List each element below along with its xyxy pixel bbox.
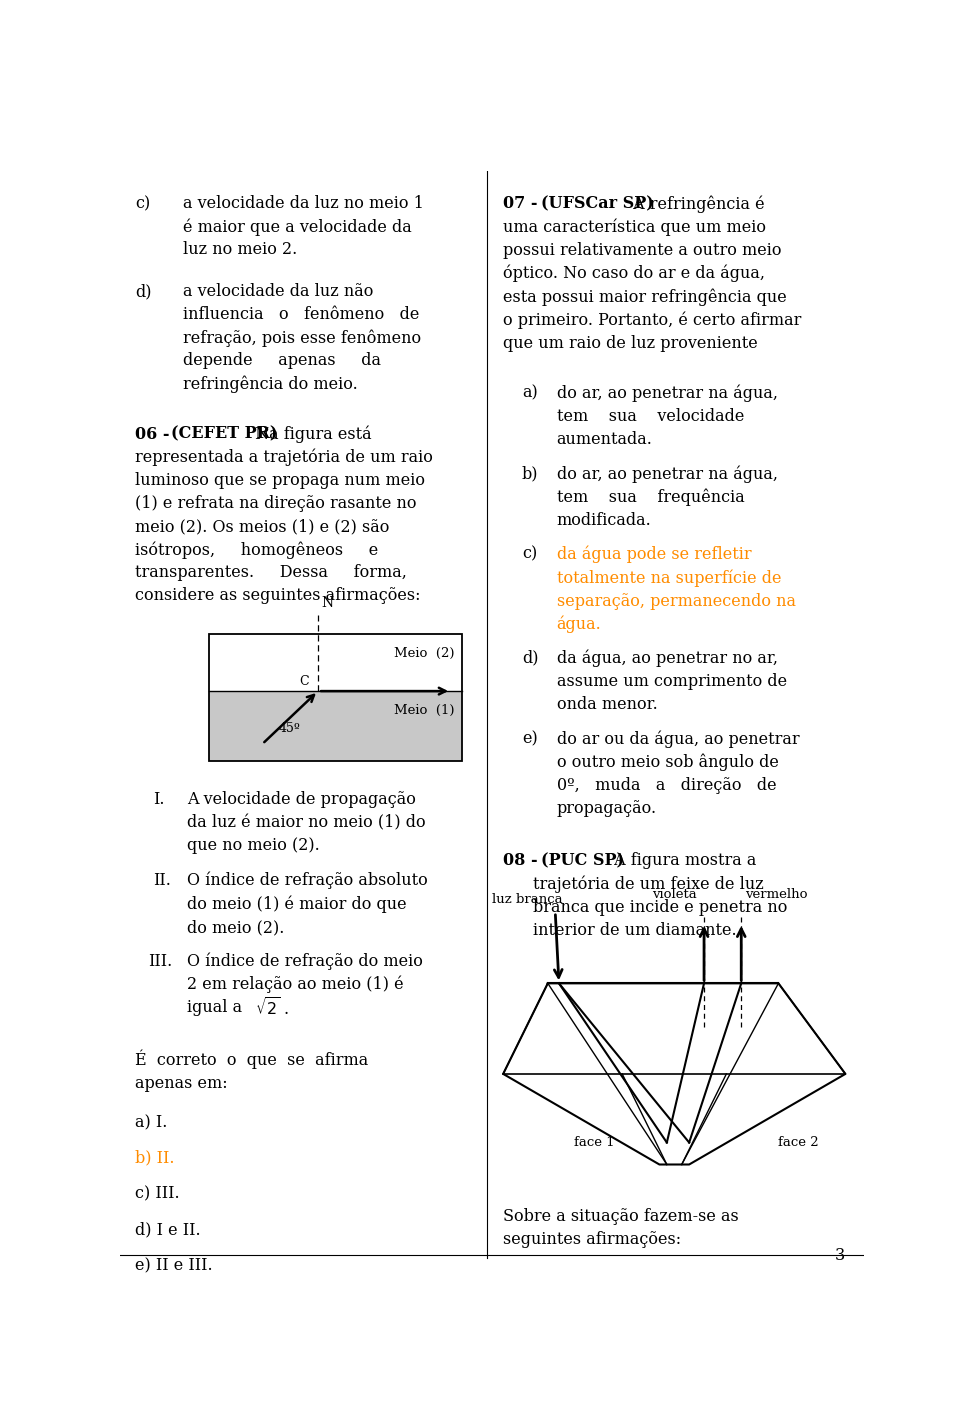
Text: depende     apenas     da: depende apenas da: [183, 352, 381, 369]
Text: N: N: [322, 596, 334, 610]
Text: luz branca: luz branca: [492, 894, 563, 907]
Text: influencia   o   fenômeno   de: influencia o fenômeno de: [183, 307, 420, 322]
Text: do ar, ao penetrar na água,
tem    sua    velocidade
aumentada.: do ar, ao penetrar na água, tem sua velo…: [557, 385, 778, 448]
Text: b) II.: b) II.: [134, 1149, 175, 1166]
Bar: [209, 635, 463, 760]
Text: (CEFET PR): (CEFET PR): [171, 426, 277, 443]
Text: Meio  (1): Meio (1): [395, 704, 455, 717]
Text: a velocidade da luz no meio 1: a velocidade da luz no meio 1: [183, 195, 424, 212]
Text: 08 -: 08 -: [503, 853, 543, 870]
Text: a): a): [522, 385, 538, 401]
Text: II.: II.: [154, 871, 171, 888]
Text: 2 em relação ao meio (1) é: 2 em relação ao meio (1) é: [187, 975, 403, 994]
Text: O índice de refração do meio: O índice de refração do meio: [187, 953, 422, 970]
Text: Meio  (2): Meio (2): [395, 647, 455, 660]
Text: d) I e II.: d) I e II.: [134, 1221, 201, 1238]
Text: face 2: face 2: [779, 1137, 819, 1149]
Text: vermelho: vermelho: [745, 888, 807, 901]
Text: III.: III.: [148, 953, 173, 970]
Text: uma característica que um meio
possui relativamente a outro meio
óptico. No caso: uma característica que um meio possui re…: [503, 218, 802, 352]
Bar: [209, 635, 463, 692]
Text: c): c): [522, 546, 537, 563]
Text: refringência do meio.: refringência do meio.: [183, 375, 358, 392]
Text: violeta: violeta: [652, 888, 697, 901]
Text: d): d): [134, 282, 152, 299]
Text: 07 -: 07 -: [503, 195, 543, 212]
Text: 45º: 45º: [278, 722, 300, 734]
Text: I.: I.: [154, 791, 165, 809]
Text: é maior que a velocidade da: é maior que a velocidade da: [183, 218, 412, 235]
Text: e) II e III.: e) II e III.: [134, 1258, 212, 1273]
Bar: [209, 692, 463, 760]
Text: (PUC SP): (PUC SP): [541, 853, 624, 870]
Text: b): b): [522, 465, 539, 482]
Text: do ar ou da água, ao penetrar
o outro meio sob ângulo de
0º,   muda   a   direçã: do ar ou da água, ao penetrar o outro me…: [557, 730, 800, 817]
Text: e): e): [522, 730, 538, 747]
Text: face 1: face 1: [574, 1137, 614, 1149]
Text: A figura mostra a: A figura mostra a: [609, 853, 756, 870]
Text: d): d): [522, 649, 539, 666]
Text: a velocidade da luz não: a velocidade da luz não: [183, 282, 373, 299]
Text: C: C: [300, 674, 309, 687]
Text: refração, pois esse fenômeno: refração, pois esse fenômeno: [183, 329, 421, 347]
Text: da água, ao penetrar no ar,
assume um comprimento de
onda menor.: da água, ao penetrar no ar, assume um co…: [557, 649, 787, 713]
Text: (UFSCar SP): (UFSCar SP): [541, 195, 654, 212]
Text: igual a: igual a: [187, 998, 248, 1015]
Text: a) I.: a) I.: [134, 1114, 167, 1131]
Text: trajetória de um feixe de luz
branca que incide e penetra no
interior de um diam: trajetória de um feixe de luz branca que…: [533, 876, 787, 938]
Text: $\sqrt{2}$ .: $\sqrt{2}$ .: [255, 998, 290, 1020]
Text: O índice de refração absoluto
do meio (1) é maior do que
do meio (2).: O índice de refração absoluto do meio (1…: [187, 871, 428, 935]
Text: Na figura está: Na figura está: [251, 426, 372, 443]
Text: da água pode se refletir
totalmente na superfície de
separação, permanecendo na
: da água pode se refletir totalmente na s…: [557, 546, 796, 633]
Text: A velocidade de propagação
da luz é maior no meio (1) do
que no meio (2).: A velocidade de propagação da luz é maio…: [187, 791, 425, 854]
Text: É  correto  o  que  se  afirma
apenas em:: É correto o que se afirma apenas em:: [134, 1050, 368, 1092]
Text: c): c): [134, 195, 150, 212]
Text: do ar, ao penetrar na água,
tem    sua    frequência
modificada.: do ar, ao penetrar na água, tem sua freq…: [557, 465, 778, 529]
Text: representada a trajetória de um raio
luminoso que se propaga num meio
(1) e refr: representada a trajetória de um raio lum…: [134, 449, 433, 605]
Text: 3: 3: [835, 1246, 846, 1263]
Text: 06 -: 06 -: [134, 426, 175, 443]
Text: Sobre a situação fazem-se as
seguintes afirmações:: Sobre a situação fazem-se as seguintes a…: [503, 1208, 739, 1248]
Text: luz no meio 2.: luz no meio 2.: [183, 241, 298, 258]
Text: A refringência é: A refringência é: [628, 195, 765, 212]
Text: c) III.: c) III.: [134, 1185, 180, 1202]
